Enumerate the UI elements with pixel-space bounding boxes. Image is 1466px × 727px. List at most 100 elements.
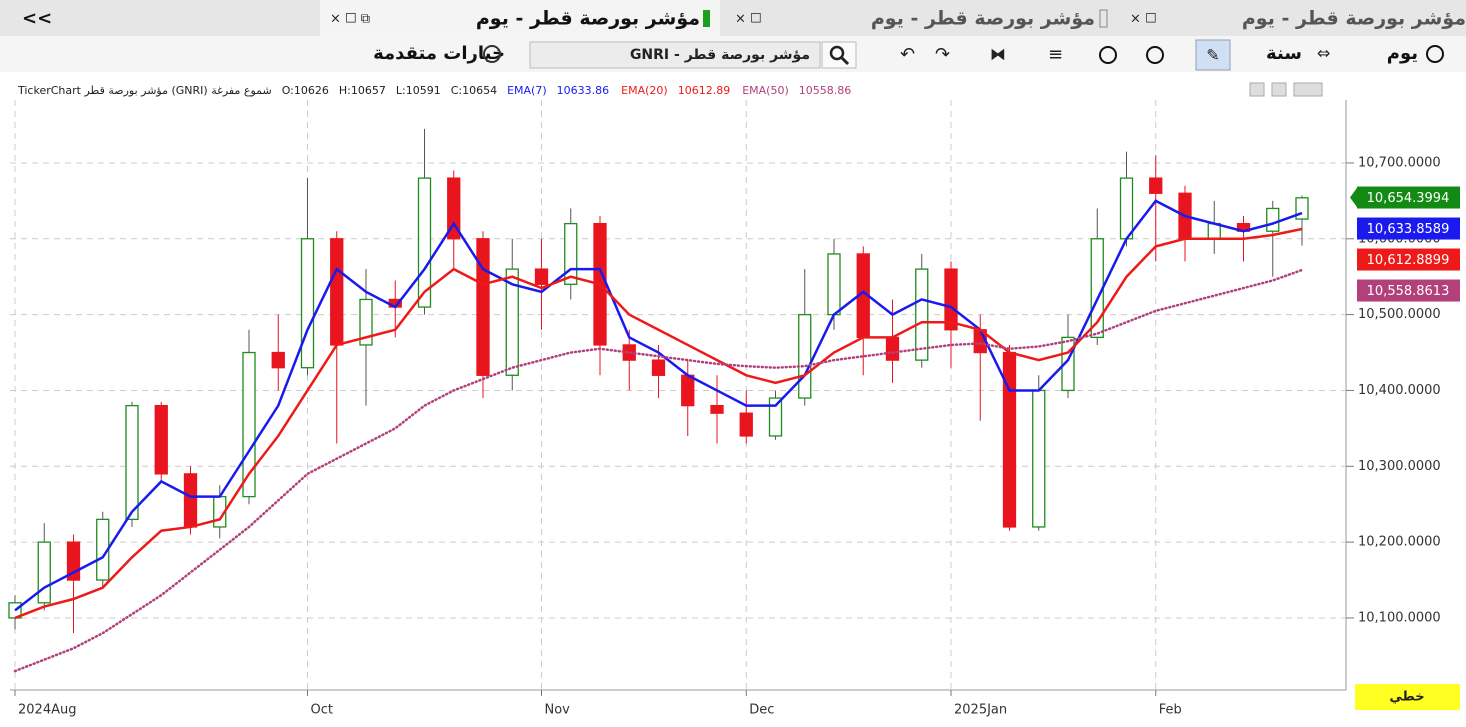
search-icon	[829, 45, 845, 61]
info-text: 10558.86	[799, 84, 852, 97]
candle-body	[330, 238, 344, 346]
candle-body	[300, 238, 315, 369]
tab-bar	[0, 0, 1466, 36]
candle-body	[125, 404, 139, 521]
info-line: TickerChart مؤشر بورصة قطر (GNRI) شموع م…	[17, 84, 851, 97]
y-tick-label: 10,700.0000	[1358, 155, 1441, 170]
info-text: 10626	[294, 84, 329, 97]
tab-icons: × ☐ ⧉	[330, 12, 370, 27]
info-text: EMA(7)	[507, 84, 547, 97]
candle-body	[1149, 177, 1163, 194]
info-text: L:	[396, 84, 406, 97]
candle-body	[564, 222, 578, 285]
search-button[interactable]	[821, 41, 857, 69]
period-year[interactable]: سنة	[1266, 43, 1302, 64]
candle-body	[827, 253, 841, 316]
chart-icon[interactable]	[1146, 46, 1164, 64]
candle-body	[915, 268, 929, 361]
info-text: H:	[339, 84, 351, 97]
tab-title[interactable]: مؤشر بورصة قطر - يوم	[476, 8, 700, 30]
compare-icon[interactable]: ⧓	[990, 45, 1006, 64]
value-box	[1357, 217, 1460, 240]
x-tick-label: 2024Aug	[18, 703, 76, 718]
clock-icon	[1426, 45, 1444, 63]
value-box-label: 10,558.8613	[1367, 284, 1450, 299]
candle-body	[622, 344, 636, 361]
candle-body	[447, 177, 461, 240]
scale-mode-label[interactable]: خطي	[1389, 690, 1424, 705]
y-tick-label: 10,500.0000	[1358, 307, 1441, 322]
candle-body	[798, 313, 812, 399]
info-text: C:	[451, 84, 462, 97]
search-icon	[840, 56, 850, 66]
tab-icons: × ☐	[1130, 12, 1157, 27]
ema-line	[14, 227, 1303, 620]
info-text: 10633.86	[557, 84, 610, 97]
info-text: O:	[282, 84, 294, 97]
tab-title[interactable]: مؤشر بورصة قطر - يوم	[1242, 8, 1466, 30]
y-tick-label: 10,100.0000	[1358, 610, 1441, 625]
price-pointer	[1350, 186, 1358, 209]
info-text: TickerChart مؤشر بورصة قطر (GNRI) شموع م…	[17, 84, 272, 97]
candle-body	[739, 412, 753, 437]
advanced-options[interactable]: خيارات متقدمة	[373, 43, 505, 64]
search-box[interactable]	[529, 41, 821, 69]
candle-body	[183, 473, 198, 528]
tab-marker	[1099, 9, 1108, 28]
info-text: 10612.89	[678, 84, 731, 97]
candle-body	[944, 268, 958, 331]
x-tick-label: Feb	[1159, 703, 1182, 718]
settings-icon[interactable]	[483, 45, 501, 63]
y-tick-label: 10,300.0000	[1358, 459, 1441, 474]
draw-button[interactable]	[1195, 39, 1231, 71]
range-icon: ⇔	[1317, 44, 1330, 63]
indicator-icon[interactable]: ≡	[1048, 44, 1063, 65]
redo-icon[interactable]: ↷	[935, 44, 950, 65]
candle-body	[476, 238, 490, 376]
candle-body	[885, 336, 900, 361]
scale-mode[interactable]	[1355, 684, 1460, 710]
candle-body	[534, 268, 549, 285]
value-box	[1357, 279, 1460, 302]
candle-body	[154, 404, 168, 475]
value-box-label: 10,654.3994	[1367, 191, 1450, 206]
window-button[interactable]	[1249, 82, 1265, 97]
value-box-label: 10,633.8589	[1367, 222, 1450, 237]
y-tick-label: 10,400.0000	[1358, 383, 1441, 398]
undo-icon[interactable]: ↶	[900, 44, 915, 65]
candle-body	[271, 351, 285, 369]
info-text: 10657	[351, 84, 386, 97]
draw-icon: ✎	[1206, 46, 1219, 65]
period-day[interactable]: يوم	[1387, 43, 1418, 64]
x-tick-label: Nov	[545, 703, 571, 718]
candle-body	[710, 404, 724, 414]
candle-body	[651, 359, 666, 376]
candle-body	[1032, 389, 1046, 528]
alert-icon[interactable]	[1099, 46, 1117, 64]
active-tab[interactable]	[320, 0, 720, 36]
candle-body	[1119, 177, 1134, 240]
candle-body	[37, 541, 51, 604]
tab-marker	[703, 10, 710, 27]
candle-body	[1002, 351, 1017, 528]
candle-body	[359, 298, 373, 346]
value-box	[1357, 248, 1460, 271]
window-button[interactable]	[1293, 82, 1323, 97]
candle-body	[505, 268, 519, 376]
ema-line	[13, 268, 1304, 673]
candle-body	[768, 397, 783, 437]
collapse-button[interactable]: <<	[22, 8, 52, 29]
value-box-label: 10,612.8899	[1367, 253, 1450, 268]
info-text: EMA(20)	[621, 84, 668, 97]
info-text: 10591	[406, 84, 441, 97]
x-tick-label: 2025Jan	[954, 703, 1007, 718]
window-button[interactable]	[1271, 82, 1287, 97]
y-tick-label: 10,200.0000	[1358, 535, 1441, 550]
candle-body	[242, 351, 256, 498]
value-box	[1357, 186, 1460, 209]
search-text: GNRI - مؤشر بورصة قطر	[630, 47, 810, 63]
tab-title[interactable]: مؤشر بورصة قطر - يوم	[871, 8, 1095, 30]
info-text: EMA(50)	[742, 84, 789, 97]
